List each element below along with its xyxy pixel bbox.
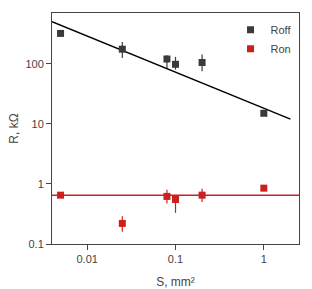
svg-text:Roff: Roff: [271, 24, 292, 36]
svg-text:S, mm²: S, mm²: [156, 275, 195, 289]
svg-text:100: 100: [25, 58, 43, 70]
svg-text:0.1: 0.1: [29, 238, 44, 250]
svg-text:0.1: 0.1: [168, 253, 183, 265]
svg-text:Ron: Ron: [271, 43, 291, 55]
svg-text:1: 1: [38, 178, 44, 190]
svg-text:1: 1: [261, 253, 267, 265]
svg-text:R, kΩ: R, kΩ: [7, 113, 21, 143]
svg-text:0.01: 0.01: [76, 253, 97, 265]
svg-text:10: 10: [32, 118, 44, 130]
